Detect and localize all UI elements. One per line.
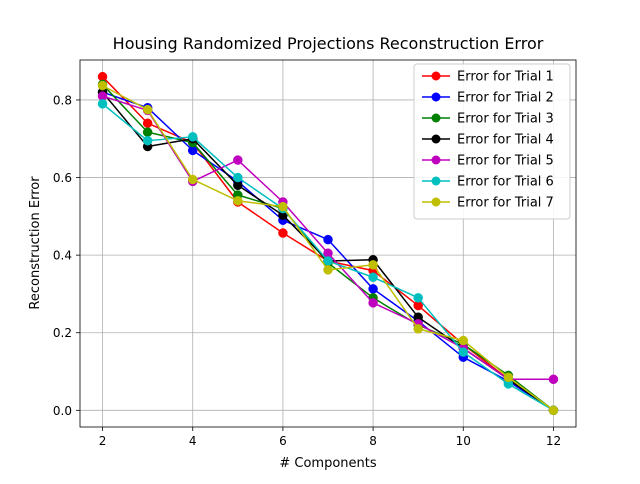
legend-item-trial-1: Error for Trial 1 (422, 70, 554, 85)
data-point (368, 272, 378, 283)
data-point (142, 118, 153, 128)
legend-marker (431, 71, 441, 81)
legend-label: Error for Trial 6 (457, 175, 554, 190)
axes-frame (79, 59, 577, 428)
y-tick-label: 0.0 (53, 404, 72, 418)
legend-item-trial-2: Error for Trial 2 (422, 91, 554, 106)
x-tick-label: 8 (369, 434, 377, 448)
data-point (142, 127, 153, 137)
legend-label: Error for Trial 5 (457, 154, 554, 169)
data-point (323, 265, 333, 275)
legend-label: Error for Trial 2 (457, 91, 554, 106)
data-point (187, 132, 198, 142)
data-point (503, 372, 514, 383)
x-tick-label: 6 (279, 434, 287, 448)
legend-label: Error for Trial 1 (457, 70, 554, 85)
y-tick-label: 0.4 (53, 249, 72, 263)
legend-item-trial-7: Error for Trial 7 (422, 196, 554, 211)
data-point (368, 284, 378, 294)
legend-item-trial-6: Error for Trial 6 (422, 175, 554, 190)
series-trial-7 (97, 80, 559, 416)
data-point (233, 155, 243, 165)
legend-box (413, 63, 571, 220)
x-tick-label: 4 (189, 434, 197, 448)
x-axis-label: # Components (279, 456, 376, 471)
legend-marker (431, 92, 441, 102)
y-tick-label: 0.6 (53, 171, 72, 185)
data-point (458, 335, 469, 346)
chart-title: Housing Randomized Projections Reconstru… (113, 34, 544, 53)
data-point (278, 201, 288, 212)
legend: Error for Trial 1 Error for Trial 2 Error … (413, 63, 571, 220)
legend-item-trial-3: Error for Trial 3 (422, 112, 554, 127)
data-point (548, 405, 559, 416)
legend-item-trial-4: Error for Trial 4 (422, 133, 554, 148)
legend-marker (431, 155, 441, 165)
y-tick-label: 0.8 (53, 93, 72, 107)
data-point (548, 374, 559, 385)
data-point (97, 99, 108, 109)
y-tick-label: 0.2 (53, 326, 72, 340)
data-point (458, 347, 469, 357)
legend-marker (431, 134, 441, 144)
legend-marker (431, 197, 441, 207)
legend-marker (431, 113, 441, 123)
data-point (368, 298, 378, 308)
axes: 2 4 6 8 10 12 0.0 0.2 0.4 0.6 0.8 (53, 59, 577, 448)
data-point (142, 104, 153, 115)
data-point (142, 135, 153, 146)
data-point (413, 293, 423, 303)
data-point (278, 228, 288, 238)
y-axis-label: Reconstruction Error (28, 176, 43, 310)
data-point (233, 172, 243, 183)
data-point (97, 80, 108, 91)
data-point (323, 234, 333, 245)
x-tick-label: 2 (99, 434, 107, 448)
x-tick-label: 10 (456, 434, 471, 448)
legend-item-trial-5: Error for Trial 5 (422, 154, 554, 169)
legend-label: Error for Trial 4 (457, 133, 554, 148)
data-point (413, 324, 423, 334)
data-point (323, 256, 333, 266)
legend-marker (431, 176, 441, 186)
x-tick-label: 12 (546, 434, 561, 448)
legend-label: Error for Trial 3 (457, 112, 554, 127)
data-point (233, 196, 243, 206)
legend-label: Error for Trial 7 (457, 196, 554, 211)
data-point (187, 174, 198, 185)
data-point (368, 260, 378, 270)
